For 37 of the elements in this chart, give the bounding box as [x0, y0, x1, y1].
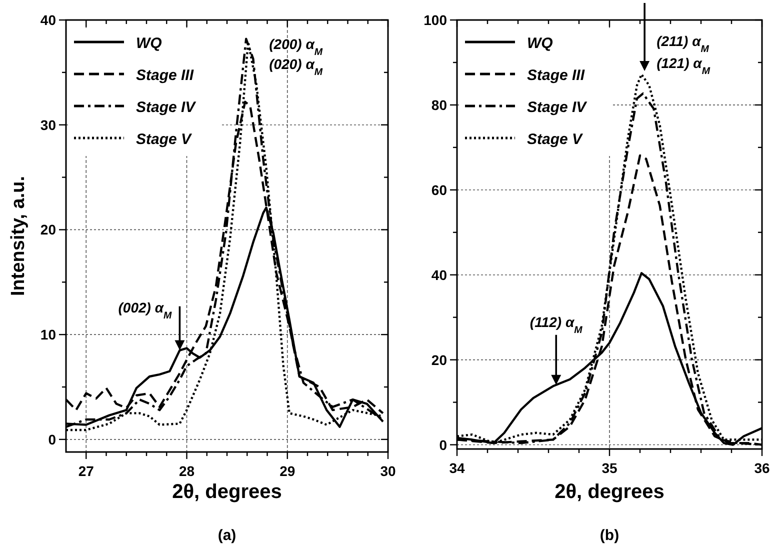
annotation: (020) α$_{M}$: [269, 56, 324, 78]
x-tick-label: 29: [280, 463, 296, 479]
y-tick-label: 0: [439, 436, 448, 453]
annotation: (211) α$_{M}$: [656, 32, 710, 54]
text: (a): [218, 527, 236, 544]
y-tick-label: 10: [40, 326, 56, 343]
x-tick-label: 35: [602, 460, 618, 476]
y-tick-label: 60: [431, 182, 448, 198]
legend-label: Stage III: [527, 67, 586, 84]
legend-label: Stage IV: [527, 99, 588, 116]
legend-label: Stage III: [136, 67, 194, 84]
text: (b): [600, 527, 620, 544]
x-tick-label: 28: [178, 463, 195, 479]
annotation: (002) α$_{M}$: [118, 299, 173, 321]
legend-label: WQ: [527, 35, 554, 52]
x-axis-title: 2θ, degrees: [554, 481, 664, 503]
y-tick-label: 0: [48, 431, 56, 448]
annotation: (121) α$_{M}$: [656, 54, 711, 76]
legend-label: Stage IV: [136, 99, 198, 116]
legend-label: Stage V: [527, 131, 584, 148]
y-tick-label: 40: [431, 266, 448, 283]
x-axis-title: 2θ, degrees: [172, 481, 282, 503]
x-tick-label: 27: [78, 463, 94, 479]
annotation: (200) α$_{M}$: [269, 36, 324, 58]
legend-label: Stage V: [136, 131, 194, 148]
y-tick-label: 20: [431, 352, 448, 368]
x-tick-label: 30: [380, 463, 396, 479]
x-tick-label: 34: [449, 460, 465, 476]
y-tick-label: 20: [40, 222, 56, 238]
annotation: (112) α$_{M}$: [530, 314, 584, 336]
y-tick-label: 80: [431, 96, 448, 113]
y-tick-label: 30: [40, 116, 56, 133]
x-tick-label: 36: [754, 460, 770, 476]
legend-label: WQ: [136, 35, 162, 52]
y-tick-label: 40: [40, 12, 56, 28]
y-tick-label: 100: [424, 12, 448, 28]
y-axis-title: Intensity, a.u.: [8, 176, 29, 296]
